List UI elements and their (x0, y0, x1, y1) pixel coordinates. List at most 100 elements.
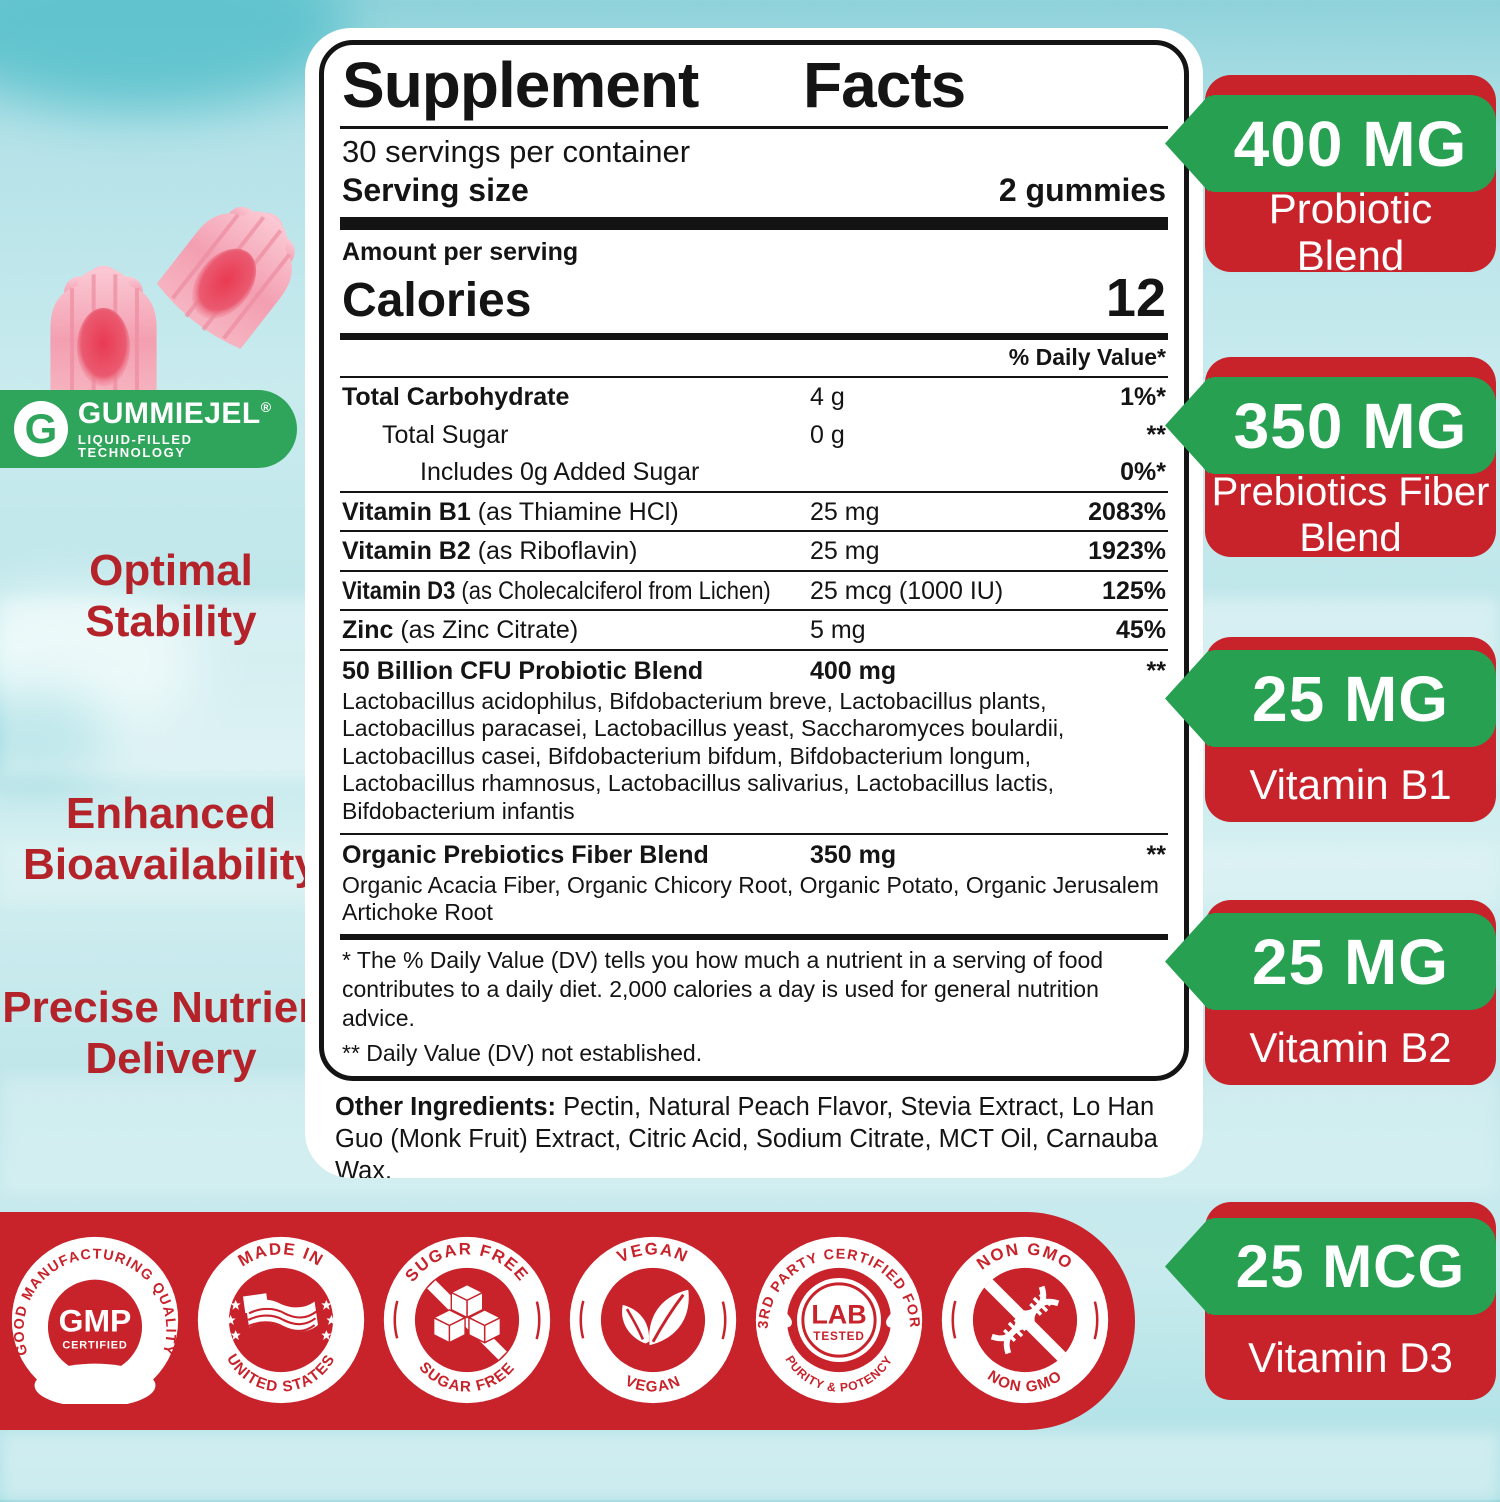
gmp-seal-icon (47, 1279, 143, 1374)
stamp-center-text: LAB (811, 1299, 866, 1329)
sugar-free-stamp: SUGAR FREE SUGAR FREE (383, 1236, 551, 1404)
callout-arrow-icon (1165, 913, 1209, 1010)
claim-optimal-stability: Optimal Stability (85, 546, 257, 647)
gmp-certified-stamp: GOOD MANUFACTURING QUALITY GMP CERTIFIED (11, 1236, 179, 1404)
stamp-arc-text: VEGAN (623, 1373, 683, 1396)
blend-name: 50 Billion CFU Probiotic Blend (342, 656, 704, 685)
daily-value-footnote: * The % Daily Value (DV) tells you how m… (342, 946, 1104, 1031)
serving-size-value: 2 gummies (998, 172, 1166, 209)
other-ingredients-text: Pectin, Natural Peach Flavor, Stevia Ext… (335, 1092, 1158, 1178)
nutrient-amount (810, 458, 1048, 487)
teal-blob-decoration (0, 0, 350, 110)
callout-vitamin-d3: 25 MCG Vitamin D3 (1165, 1202, 1500, 1400)
nutrient-row-total-sugar: Total Sugar 0 g ** (340, 416, 1168, 454)
nutrient-row-zinc: Zinc (as Zinc Citrate) 5 mg 45% (340, 611, 1168, 651)
claim-precise-nutrient-delivery: Precise Nutrient Delivery (2, 983, 340, 1084)
other-ingredients-label: Other Ingredients: (335, 1092, 557, 1121)
svg-text:VEGAN: VEGAN (623, 1373, 684, 1396)
nutrient-detail: (as Riboflavin) (470, 537, 638, 566)
callout-prebiotics-fiber-blend: 350 MG Prebiotics Fiber Blend (1165, 357, 1500, 560)
callout-amount: 25 MCG (1205, 1218, 1496, 1315)
non-gmo-dna-icon (984, 1279, 1066, 1361)
nutrient-amount: 0 g (810, 420, 845, 449)
prebiotics-blend-ingredients: Organic Acacia Fiber, Organic Chicory Ro… (340, 870, 1168, 940)
probiotic-blend-ingredients: Lactobacillus acidophilus, Bifdobacteriu… (340, 686, 1168, 835)
callout-label: Prebiotics Fiber Blend (1211, 470, 1490, 560)
probiotic-blend-header: 50 Billion CFU Probiotic Blend 400 mg ** (340, 651, 1168, 686)
nutrient-dv: 45% (1115, 616, 1166, 645)
stamp-center-text: GMP (59, 1303, 132, 1339)
blend-amount: 400 mg (810, 656, 897, 685)
registered-mark: ® (260, 399, 272, 415)
nutrient-row-total-carbohydrate: Total Carbohydrate 4 g 1%* (340, 378, 1168, 416)
other-ingredients: Other Ingredients: Pectin, Natural Peach… (335, 1091, 1173, 1178)
dv-not-established-footnote: ** Daily Value (DV) not established. (342, 1039, 703, 1066)
nutrient-detail: (as Zinc Citrate) (393, 616, 579, 645)
nutrient-amount: 25 mcg (1000 IU) (810, 576, 1004, 605)
callout-arrow-icon (1165, 95, 1209, 192)
blend-dv: ** (1146, 656, 1166, 685)
gummy-left (50, 265, 157, 401)
divider-thick (340, 217, 1168, 231)
panel-title: Supplement Facts (340, 49, 1168, 130)
nutrient-dv: 1923% (1088, 537, 1166, 566)
callout-amount: 25 MG (1205, 913, 1496, 1010)
callout-probiotic-blend: 400 MG Probiotic Blend (1165, 75, 1500, 279)
stamp-center-subtext: TESTED (813, 1330, 864, 1343)
supplement-facts-box: Supplement Facts 30 servings per contain… (319, 40, 1189, 1081)
blend-amount: 350 mg (810, 840, 897, 869)
nutrient-name: Total Sugar (382, 420, 509, 449)
brand-banner: G GUMMIEJEL® LIQUID-FILLED TECHNOLOGY (0, 390, 297, 468)
amount-per-serving-label: Amount per serving (342, 238, 579, 267)
vegan-stamp: VEGAN VEGAN (569, 1236, 737, 1404)
nutrient-amount: 25 mg (810, 497, 880, 526)
blend-dv: ** (1146, 840, 1166, 869)
nutrient-amount: 25 mg (810, 537, 880, 566)
calories-label: Calories (342, 274, 532, 328)
callout-amount: 25 MG (1205, 650, 1496, 747)
nutrient-amount: 4 g (810, 383, 845, 412)
made-in-usa-stamp: MADE IN UNITED STATES (197, 1236, 365, 1404)
gummy-right (156, 206, 295, 349)
supplement-facts-panel: Supplement Facts 30 servings per contain… (305, 28, 1203, 1178)
usa-flag-icon (225, 1293, 337, 1341)
callout-vitamin-b1: 25 MG Vitamin B1 (1165, 637, 1500, 822)
nutrient-detail: (as Thiamine HCl) (470, 497, 679, 526)
callout-label: Vitamin D3 (1248, 1333, 1453, 1381)
nutrient-row-added-sugar: Includes 0g Added Sugar 0%* (340, 453, 1168, 493)
nutrient-row-vitamin-d3: Vitamin D3 (as Cholecalciferol from Lich… (340, 572, 1168, 612)
nutrient-name: Zinc (342, 616, 394, 645)
callout-amount: 350 MG (1205, 377, 1496, 474)
nutrient-name: Includes 0g Added Sugar (420, 458, 700, 487)
nutrient-detail: (as Cholecalciferol from Lichen) (455, 576, 771, 605)
brand-name: GUMMIEJEL® (77, 397, 272, 430)
nutrient-dv: 0%* (1120, 458, 1166, 487)
callout-arrow-icon (1165, 377, 1209, 474)
gummies-image (50, 206, 295, 401)
callout-vitamin-b2: 25 MG Vitamin B2 (1165, 900, 1500, 1085)
nutrient-name: Vitamin B2 (342, 537, 471, 566)
nutrient-name: Total Carbohydrate (342, 383, 570, 412)
nutrient-dv: ** (1146, 420, 1166, 449)
non-gmo-stamp: NON GMO NON GMO (941, 1236, 1109, 1404)
nutrient-amount: 5 mg (810, 616, 866, 645)
brand-tagline: LIQUID-FILLED TECHNOLOGY (77, 432, 193, 460)
callout-arrow-icon (1165, 650, 1209, 747)
nutrient-dv: 125% (1102, 576, 1166, 605)
gummiejel-logo-icon: G (14, 401, 68, 457)
nutrient-name: Vitamin D3 (342, 576, 456, 605)
callout-label: Vitamin B1 (1249, 760, 1452, 808)
vegan-leaf-icon (622, 1289, 689, 1346)
light-band-decoration (0, 1432, 1500, 1502)
callout-arrow-icon (1165, 1218, 1209, 1315)
callout-amount: 400 MG (1205, 95, 1496, 192)
sugar-cubes-icon (427, 1280, 507, 1360)
blend-name: Organic Prebiotics Fiber Blend (342, 840, 709, 869)
lab-tested-icon: LAB TESTED (781, 1278, 897, 1362)
serving-size-label: Serving size (342, 172, 529, 209)
nutrient-row-vitamin-b2: Vitamin B2 (as Riboflavin) 25 mg 1923% (340, 532, 1168, 572)
servings-per-container: 30 servings per container (342, 134, 691, 170)
nutrient-name: Vitamin B1 (342, 497, 471, 526)
nutrient-dv: 1%* (1120, 383, 1166, 412)
